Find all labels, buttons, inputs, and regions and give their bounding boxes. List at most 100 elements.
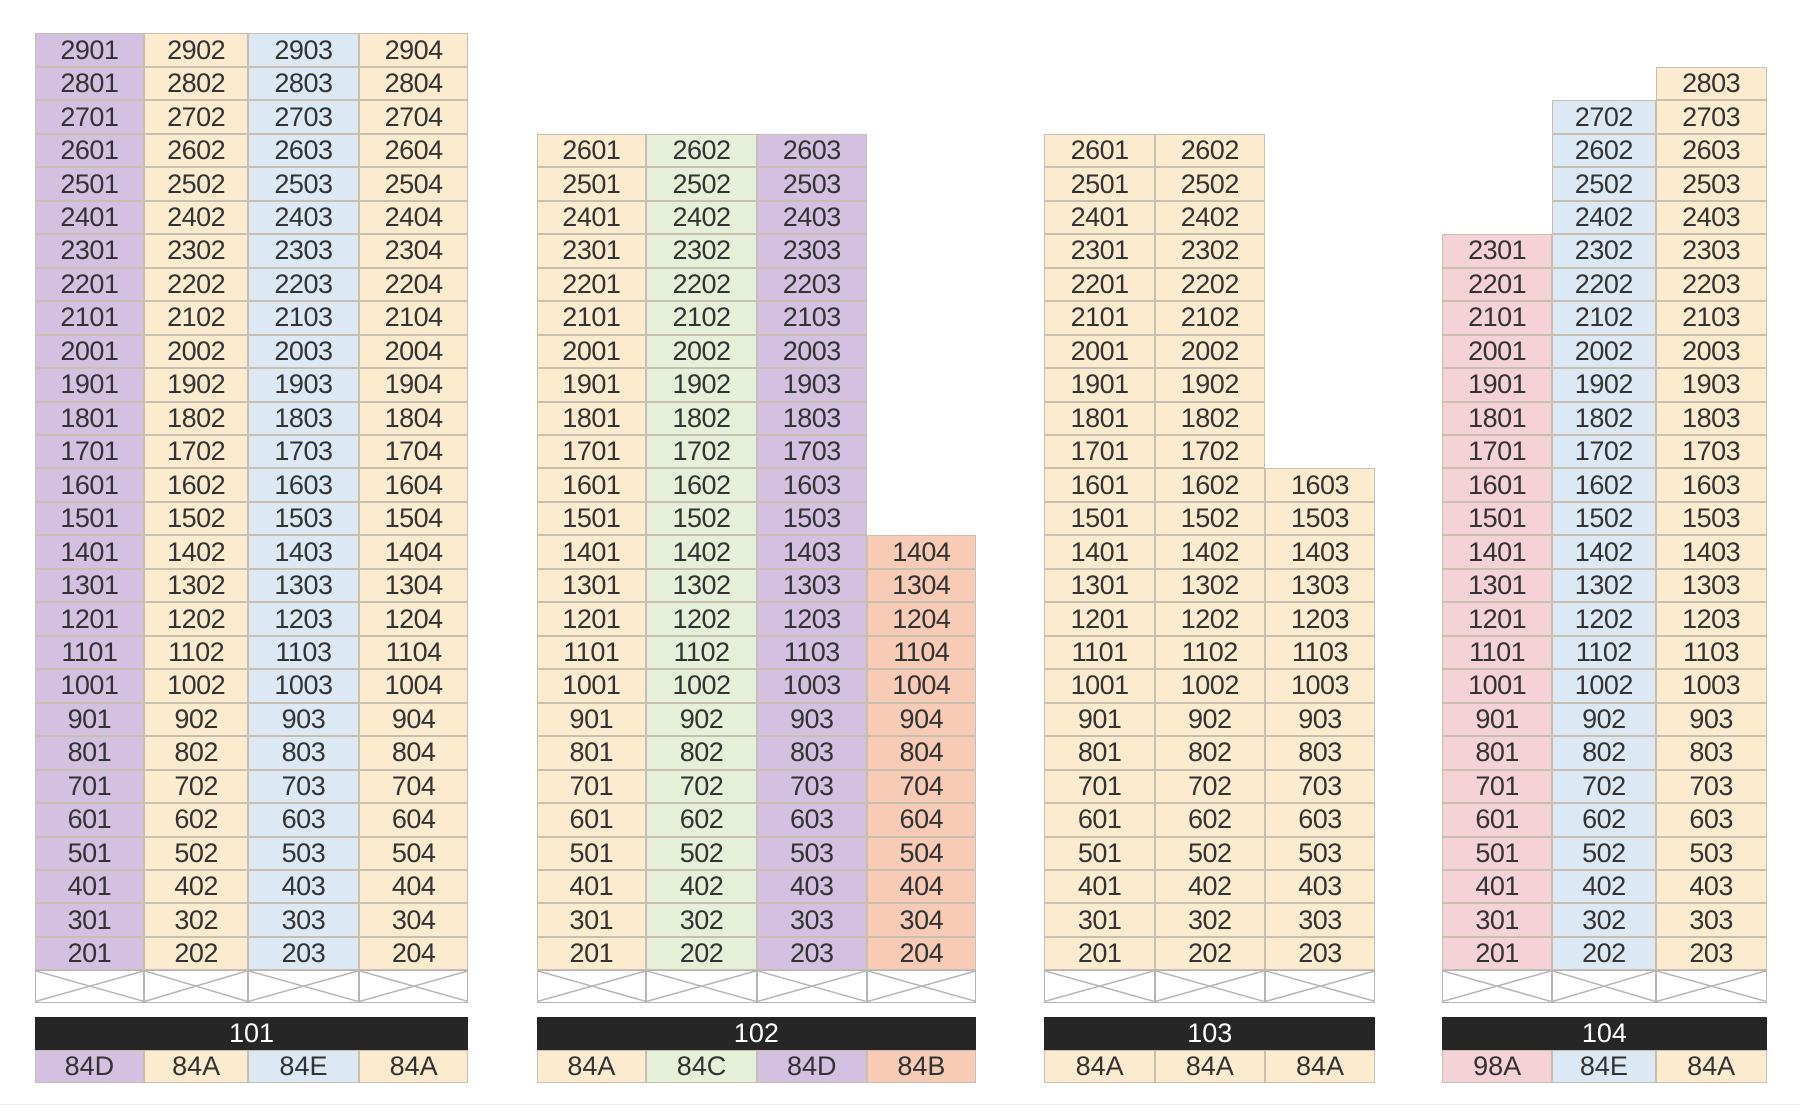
unit-cell[interactable]: 1803: [1655, 401, 1767, 435]
unit-cell[interactable]: 2001: [536, 334, 647, 369]
unit-cell[interactable]: 2202: [646, 267, 757, 302]
unit-cell[interactable]: 2203: [1655, 267, 1767, 302]
unit-cell[interactable]: 1104: [866, 635, 977, 670]
unit-cell[interactable]: 903: [248, 702, 359, 737]
unit-cell[interactable]: 2203: [756, 267, 867, 302]
unit-cell[interactable]: 2104: [358, 301, 469, 335]
unit-cell[interactable]: 2703: [248, 100, 359, 134]
unit-cell[interactable]: 201: [1044, 936, 1155, 971]
unit-cell[interactable]: 1502: [646, 501, 757, 536]
unit-cell[interactable]: 1702: [646, 435, 757, 469]
unit-cell[interactable]: 2502: [1551, 167, 1656, 201]
unit-cell[interactable]: 1602: [144, 468, 249, 502]
unit-cell[interactable]: 601: [34, 803, 145, 837]
unit-cell[interactable]: 1203: [756, 602, 867, 636]
unit-cell[interactable]: 602: [1551, 803, 1656, 837]
unit-cell[interactable]: 2201: [1044, 267, 1155, 302]
unit-cell[interactable]: 1903: [248, 368, 359, 402]
unit-cell[interactable]: 703: [1264, 769, 1376, 804]
unit-cell[interactable]: 1103: [1655, 635, 1767, 670]
unit-cell[interactable]: 1001: [536, 669, 647, 703]
unit-cell[interactable]: 1104: [358, 635, 469, 670]
unit-cell[interactable]: 1504: [358, 501, 469, 536]
unit-cell[interactable]: 1701: [1044, 435, 1155, 469]
unit-cell[interactable]: 2301: [34, 234, 145, 268]
unit-cell[interactable]: 402: [1551, 870, 1656, 904]
unit-cell[interactable]: 2702: [1551, 100, 1656, 134]
unit-cell[interactable]: 301: [536, 903, 647, 937]
unit-cell[interactable]: 1701: [1442, 435, 1552, 469]
unit-cell[interactable]: 1902: [1551, 368, 1656, 402]
unit-cell[interactable]: 1903: [756, 368, 867, 402]
unit-cell[interactable]: 1201: [1044, 602, 1155, 636]
unit-cell[interactable]: 2403: [756, 200, 867, 235]
unit-cell[interactable]: 1503: [1264, 501, 1376, 536]
unit-cell[interactable]: 1802: [1155, 401, 1265, 435]
unit-cell[interactable]: 902: [1551, 702, 1656, 737]
unit-cell[interactable]: 502: [646, 836, 757, 870]
unit-cell[interactable]: 1003: [756, 669, 867, 703]
unit-cell[interactable]: 2703: [1655, 100, 1767, 134]
unit-cell[interactable]: 201: [536, 936, 647, 971]
unit-cell[interactable]: 802: [1551, 736, 1656, 770]
unit-cell[interactable]: 802: [646, 736, 757, 770]
unit-cell[interactable]: 1202: [1551, 602, 1656, 636]
unit-cell[interactable]: 301: [1442, 903, 1552, 937]
unit-cell[interactable]: 1602: [1551, 468, 1656, 502]
unit-cell[interactable]: 603: [756, 803, 867, 837]
unit-cell[interactable]: 2502: [144, 167, 249, 201]
unit-cell[interactable]: 501: [536, 836, 647, 870]
unit-cell[interactable]: 1201: [536, 602, 647, 636]
unit-cell[interactable]: 2102: [1155, 301, 1265, 335]
unit-cell[interactable]: 1603: [756, 468, 867, 502]
unit-cell[interactable]: 802: [144, 736, 249, 770]
unit-cell[interactable]: 304: [866, 903, 977, 937]
unit-cell[interactable]: 1902: [646, 368, 757, 402]
unit-cell[interactable]: 1703: [756, 435, 867, 469]
unit-cell[interactable]: 202: [1551, 936, 1656, 971]
unit-cell[interactable]: 2601: [34, 133, 145, 168]
unit-cell[interactable]: 1304: [866, 568, 977, 603]
unit-cell[interactable]: 502: [1551, 836, 1656, 870]
unit-cell[interactable]: 2003: [756, 334, 867, 369]
unit-cell[interactable]: 2501: [1044, 167, 1155, 201]
unit-cell[interactable]: 1604: [358, 468, 469, 502]
unit-cell[interactable]: 1702: [1551, 435, 1656, 469]
unit-cell[interactable]: 402: [646, 870, 757, 904]
unit-cell[interactable]: 302: [646, 903, 757, 937]
unit-cell[interactable]: 2401: [34, 200, 145, 235]
unit-cell[interactable]: 2201: [1442, 267, 1552, 302]
unit-cell[interactable]: 1002: [646, 669, 757, 703]
unit-cell[interactable]: 1501: [1442, 501, 1552, 536]
unit-cell[interactable]: 1101: [536, 635, 647, 670]
unit-cell[interactable]: 302: [1551, 903, 1656, 937]
unit-cell[interactable]: 1601: [536, 468, 647, 502]
unit-cell[interactable]: 1102: [1551, 635, 1656, 670]
unit-cell[interactable]: 604: [866, 803, 977, 837]
unit-cell[interactable]: 303: [756, 903, 867, 937]
unit-cell[interactable]: 201: [34, 936, 145, 971]
unit-cell[interactable]: 2601: [536, 133, 647, 168]
unit-cell[interactable]: 1304: [358, 568, 469, 603]
unit-cell[interactable]: 2402: [1155, 200, 1265, 235]
unit-cell[interactable]: 1902: [144, 368, 249, 402]
unit-cell[interactable]: 2103: [248, 301, 359, 335]
unit-cell[interactable]: 802: [1155, 736, 1265, 770]
unit-cell[interactable]: 2002: [646, 334, 757, 369]
unit-cell[interactable]: 1302: [144, 568, 249, 603]
unit-cell[interactable]: 2201: [536, 267, 647, 302]
unit-cell[interactable]: 2503: [248, 167, 359, 201]
unit-cell[interactable]: 2103: [1655, 301, 1767, 335]
unit-cell[interactable]: 1003: [248, 669, 359, 703]
unit-cell[interactable]: 2402: [646, 200, 757, 235]
unit-cell[interactable]: 201: [1442, 936, 1552, 971]
unit-cell[interactable]: 1503: [756, 501, 867, 536]
unit-cell[interactable]: 501: [34, 836, 145, 870]
unit-cell[interactable]: 501: [1044, 836, 1155, 870]
unit-cell[interactable]: 1003: [1655, 669, 1767, 703]
unit-cell[interactable]: 303: [1655, 903, 1767, 937]
unit-cell[interactable]: 503: [1655, 836, 1767, 870]
unit-cell[interactable]: 2001: [1442, 334, 1552, 369]
unit-cell[interactable]: 1901: [1044, 368, 1155, 402]
unit-cell[interactable]: 903: [756, 702, 867, 737]
